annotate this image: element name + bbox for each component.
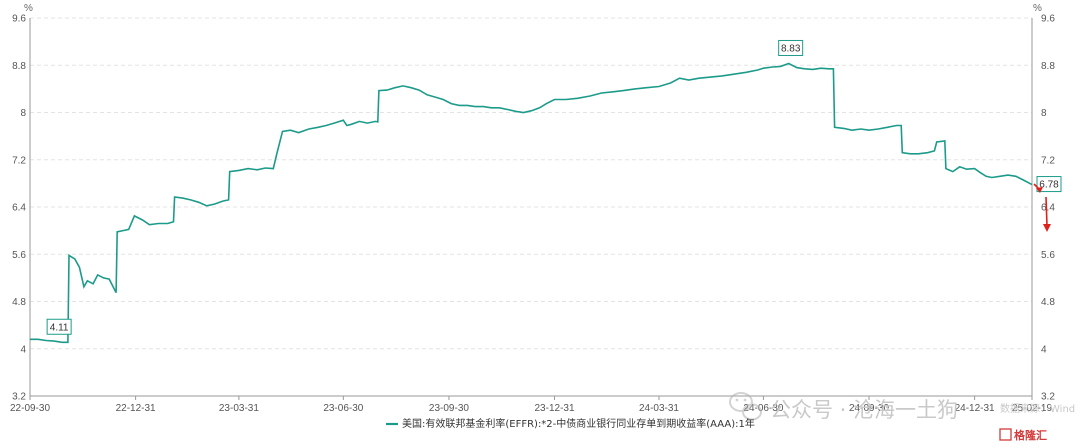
y-tick-label-left: 5.6 — [12, 250, 26, 261]
y-tick-label-right: 3.2 — [1041, 392, 1055, 403]
watermark-brand-text: 公众号 · 沧海一土狗 — [770, 398, 958, 422]
y-tick-label-left: 7.2 — [12, 155, 26, 166]
y-tick-label-right: 7.2 — [1041, 155, 1055, 166]
y-tick-label-left: 8.8 — [12, 61, 26, 72]
y-tick-label-right: 4 — [1041, 344, 1047, 355]
y-tick-label-right: 8.8 — [1041, 61, 1055, 72]
legend-label: 美国:有效联邦基金利率(EFFR):*2-中债商业银行同业存单到期收益率(AAA… — [402, 417, 755, 430]
x-tick-label: 23-03-31 — [219, 403, 259, 414]
y-tick-label-left: 9.6 — [12, 14, 26, 25]
y-tick-label-right: 5.6 — [1041, 250, 1055, 261]
x-tick-label: 24-06-30 — [743, 403, 783, 414]
grid-lines — [30, 17, 1032, 350]
x-tick-label: 22-09-30 — [10, 403, 50, 414]
y-tick-label-left: 8 — [20, 108, 26, 119]
x-tick-label: 24-09-30 — [849, 403, 889, 414]
series-line — [30, 62, 1033, 344]
left-unit-label: % — [24, 3, 33, 14]
x-tick-label: 24-03-31 — [639, 403, 679, 414]
y-tick-label-right: 9.6 — [1041, 14, 1055, 25]
wechat-icon — [729, 392, 762, 421]
y-tick-labels: 3.2 3.2 4 4 4.8 4.8 5.6 5.6 6.4 6.4 7.2 7.2 8 8 8.8 8.8… — [12, 14, 1055, 403]
callout-box — [778, 39, 804, 56]
y-tick-label-left: 4.8 — [12, 297, 26, 308]
right-unit-label: % — [1033, 3, 1042, 14]
callout-label: 6.78 — [1039, 180, 1059, 191]
callout-label: 8.83 — [781, 43, 801, 54]
y-tick-label-left: 4 — [20, 344, 26, 355]
y-tick-label-left: 3.2 — [12, 392, 26, 403]
x-tick-label: 24-12-31 — [955, 403, 995, 414]
y-tick-label-right: 8 — [1041, 108, 1047, 119]
x-tick-label: 23-12-31 — [535, 403, 575, 414]
y-tick-label-right: 4.8 — [1041, 297, 1055, 308]
legend: 美国:有效联邦基金利率(EFFR):*2-中债商业银行同业存单到期收益率(AAA… — [386, 417, 755, 430]
watermark: 公众号 · 沧海一土狗 数据来源：Wind 格隆汇 — [729, 392, 1075, 442]
value-callouts: 4.11 8.83 6.78 — [46, 39, 1062, 335]
logo-box — [999, 428, 1012, 441]
callout-box — [1036, 176, 1062, 193]
x-tick-label: 25-02-19 — [1012, 403, 1052, 414]
callout-label: 4.11 — [50, 322, 69, 333]
data-source-text: 数据来源：Wind — [1000, 402, 1075, 415]
y-tick-label-right: 6.4 — [1041, 203, 1055, 214]
red-trend-arrow — [1033, 183, 1051, 232]
x-tick-labels: 22-09-30 22-12-31 23-03-31 23-06-30 23-09-30… — [10, 396, 1052, 414]
x-tick-label: 23-09-30 — [429, 403, 469, 414]
x-tick-label: 23-06-30 — [323, 403, 363, 414]
x-tick-label: 22-12-31 — [116, 403, 156, 414]
callout-box — [46, 318, 72, 335]
y-tick-label-left: 6.4 — [12, 203, 26, 214]
logo-text: 格隆汇 — [1014, 428, 1047, 442]
